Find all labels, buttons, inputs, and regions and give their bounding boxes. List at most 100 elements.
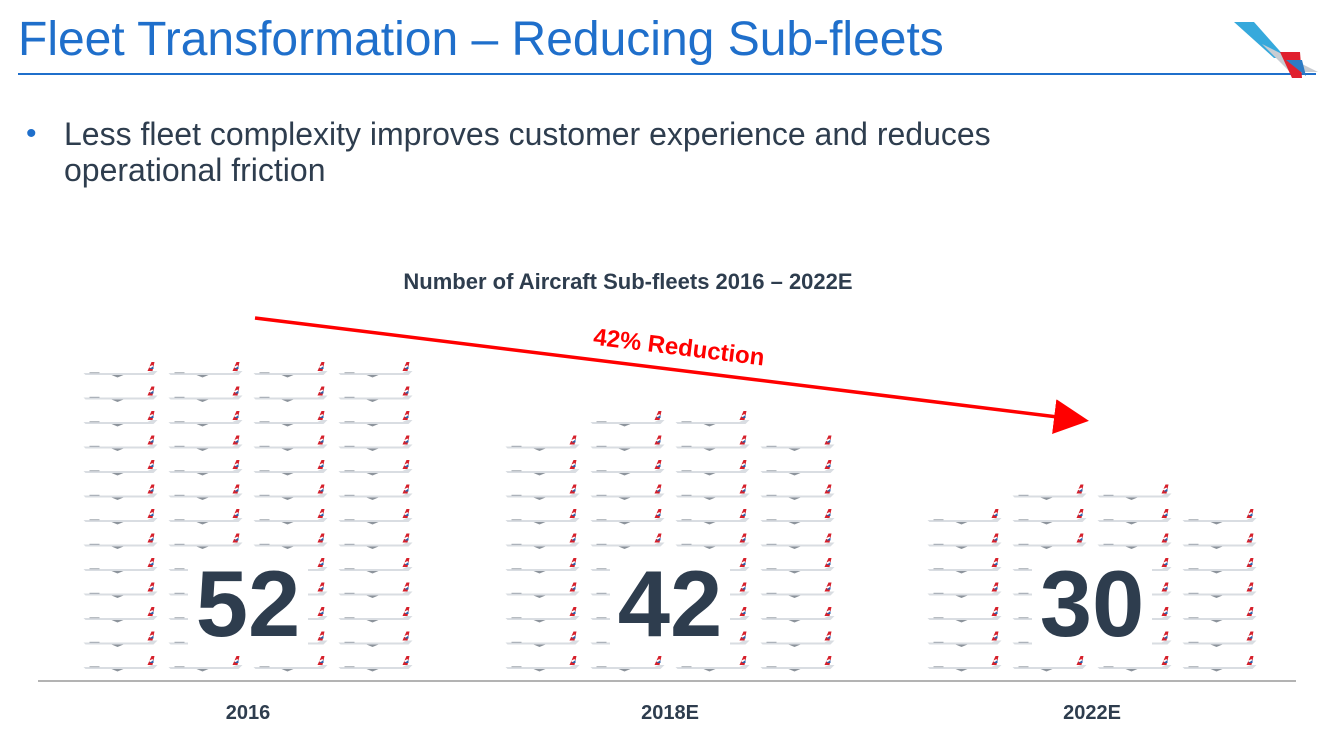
airplane-icon bbox=[83, 386, 158, 402]
airplane-icon bbox=[1182, 656, 1257, 672]
airplane-icon bbox=[590, 656, 665, 672]
airplane-icon bbox=[1182, 558, 1257, 574]
airplane-icon bbox=[253, 362, 328, 378]
bullet-text: Less fleet complexity improves customer … bbox=[64, 116, 991, 188]
airplane-icon bbox=[83, 631, 158, 647]
data-label: 52 bbox=[196, 551, 301, 656]
airplane-icon bbox=[927, 631, 1002, 647]
airplane-icon bbox=[168, 533, 243, 549]
x-tick-label: 2016 bbox=[226, 702, 271, 724]
airplane-icon bbox=[927, 607, 1002, 623]
airplane-icon bbox=[1012, 533, 1087, 549]
airplane-icon bbox=[760, 582, 835, 598]
airplane-icon bbox=[927, 656, 1002, 672]
airplane-icon bbox=[760, 484, 835, 500]
airplane-icon bbox=[675, 509, 750, 525]
airplane-icon bbox=[505, 607, 580, 623]
data-label: 42 bbox=[618, 551, 723, 656]
value-label-background bbox=[610, 552, 730, 650]
airplane-icon bbox=[675, 435, 750, 451]
airplane-icon bbox=[338, 558, 413, 574]
airplane-icon bbox=[1182, 582, 1257, 598]
airplane-icon bbox=[83, 460, 158, 476]
airplane-icon bbox=[1012, 484, 1087, 500]
airplane-icon bbox=[1182, 631, 1257, 647]
airplane-icon bbox=[83, 533, 158, 549]
airplane-icon bbox=[338, 582, 413, 598]
airplane-icon bbox=[927, 509, 1002, 525]
airplane-icon bbox=[505, 558, 580, 574]
airplane-icon bbox=[338, 484, 413, 500]
bullet-dot: • bbox=[26, 117, 37, 150]
airplane-icon bbox=[1012, 509, 1087, 525]
airplane-icon bbox=[168, 386, 243, 402]
x-tick-label: 2022E bbox=[1063, 702, 1121, 724]
airplane-icon bbox=[760, 558, 835, 574]
airplane-icon bbox=[505, 656, 580, 672]
airplane-icon bbox=[83, 558, 158, 574]
airplane-icon bbox=[338, 411, 413, 427]
airplane-icon bbox=[590, 460, 665, 476]
airplane-icon bbox=[760, 460, 835, 476]
airplane-icon bbox=[168, 435, 243, 451]
airplane-icon bbox=[927, 558, 1002, 574]
airplane-icon bbox=[168, 411, 243, 427]
value-label-background bbox=[1032, 552, 1152, 650]
airplane-icon bbox=[168, 484, 243, 500]
airplane-icon bbox=[168, 509, 243, 525]
airplane-icon bbox=[675, 411, 750, 427]
airplane-icon bbox=[338, 607, 413, 623]
airplane-icon bbox=[590, 484, 665, 500]
airplane-icon bbox=[253, 411, 328, 427]
title-underline bbox=[18, 73, 1316, 75]
airplane-icon bbox=[760, 435, 835, 451]
airplane-icon bbox=[1097, 484, 1172, 500]
airplane-icon bbox=[927, 582, 1002, 598]
airplane-icon bbox=[505, 460, 580, 476]
airplane-icon bbox=[1097, 656, 1172, 672]
airplane-icon bbox=[83, 435, 158, 451]
airplane-icon bbox=[338, 533, 413, 549]
airplane-icon bbox=[505, 484, 580, 500]
airplane-icon bbox=[760, 631, 835, 647]
airplane-icon bbox=[83, 656, 158, 672]
airplane-icon bbox=[253, 509, 328, 525]
data-label: 30 bbox=[1040, 551, 1145, 656]
airplane-icon bbox=[760, 533, 835, 549]
airplane-icon bbox=[927, 533, 1002, 549]
airplane-icon bbox=[83, 607, 158, 623]
airplane-icon bbox=[253, 386, 328, 402]
airplane-icon bbox=[338, 386, 413, 402]
american-airlines-logo-icon bbox=[1234, 22, 1318, 78]
airplane-icon bbox=[760, 607, 835, 623]
airplane-icon bbox=[675, 533, 750, 549]
airplane-icon bbox=[338, 509, 413, 525]
airplane-icon bbox=[338, 362, 413, 378]
airplane-icon bbox=[83, 509, 158, 525]
airplane-icon bbox=[83, 484, 158, 500]
airplane-icon bbox=[590, 411, 665, 427]
value-label-background bbox=[188, 552, 308, 650]
x-tick-label: 2018E bbox=[641, 702, 699, 724]
airplane-icon bbox=[1182, 533, 1257, 549]
airplane-icon bbox=[83, 582, 158, 598]
airplane-icon bbox=[505, 582, 580, 598]
airplane-icon bbox=[168, 656, 243, 672]
chart-title: Number of Aircraft Sub-fleets 2016 – 202… bbox=[403, 269, 853, 294]
airplane-icon bbox=[505, 533, 580, 549]
airplane-icon bbox=[590, 509, 665, 525]
airplane-icon bbox=[1097, 533, 1172, 549]
airplane-icon bbox=[760, 509, 835, 525]
airplane-icon bbox=[1097, 509, 1172, 525]
airplane-icon bbox=[505, 631, 580, 647]
airplane-icon bbox=[1012, 656, 1087, 672]
airplane-icon bbox=[253, 533, 328, 549]
reduction-arrow bbox=[254, 316, 1089, 434]
airplane-icon bbox=[338, 460, 413, 476]
airplane-icon bbox=[1182, 607, 1257, 623]
slide-title: Fleet Transformation – Reducing Sub-flee… bbox=[18, 13, 944, 66]
airplane-icon bbox=[253, 484, 328, 500]
airplane-icon bbox=[590, 435, 665, 451]
airplane-icon bbox=[1182, 509, 1257, 525]
airplane-icon bbox=[675, 656, 750, 672]
